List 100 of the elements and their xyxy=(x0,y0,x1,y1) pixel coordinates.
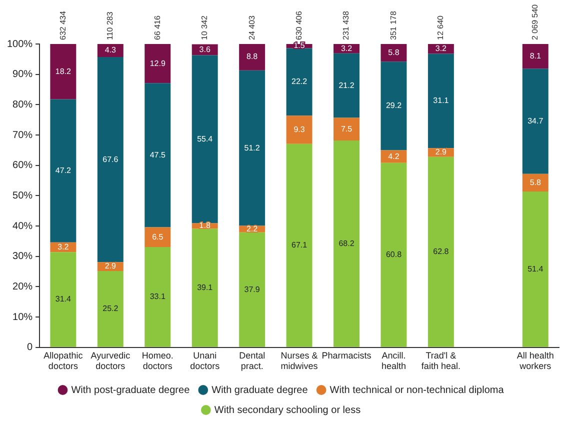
data-label: 67.1 xyxy=(292,240,308,250)
annotation: 231 438 xyxy=(342,10,351,40)
x-tick-label: Nurses & midwives xyxy=(280,350,318,372)
bar xyxy=(144,44,171,84)
legend-label: With post-graduate degree xyxy=(71,384,190,396)
y-tick-label: 90% xyxy=(12,69,33,80)
y-tick-label: 30% xyxy=(12,251,33,262)
y-tick-label: 60% xyxy=(12,160,33,172)
y-tick-label: 20% xyxy=(12,281,33,292)
data-label: 22.2 xyxy=(292,77,308,86)
legend-label: With secondary schooling or less xyxy=(214,404,361,416)
annotation: 351 178 xyxy=(388,10,398,40)
x-tick-label: Unani doctors xyxy=(190,350,220,372)
bar xyxy=(334,118,360,140)
data-label: 4.2 xyxy=(388,152,400,161)
x-tick-label: Pharmacists xyxy=(322,350,372,360)
bar xyxy=(239,70,266,226)
x-tick-label: Ancill. health xyxy=(381,350,406,372)
data-label: 1.8 xyxy=(199,221,211,230)
x-tick-label: Dental pract. xyxy=(239,350,266,372)
x-tick-label: Trad'l & faith heal. xyxy=(421,350,460,372)
bar xyxy=(334,140,360,347)
bar xyxy=(380,162,407,347)
bar xyxy=(144,83,171,228)
annotation: 110 283 xyxy=(106,11,115,40)
annotation: 66 416 xyxy=(152,14,162,40)
data-label: 4.3 xyxy=(104,46,117,55)
data-label: 47.5 xyxy=(150,150,166,160)
data-label: 12.9 xyxy=(150,58,166,68)
data-label: 8.1 xyxy=(530,51,542,60)
bar xyxy=(97,57,124,262)
data-label: 5.8 xyxy=(388,48,400,57)
x-tick-label: Homeo. doctors xyxy=(142,350,174,372)
bar xyxy=(522,191,548,347)
data-label: 34.7 xyxy=(528,116,544,126)
x-tick-label: All health workers xyxy=(516,350,554,372)
bar xyxy=(50,252,76,347)
annotation: 2 069 540 xyxy=(530,4,540,40)
data-label: 33.1 xyxy=(150,292,166,302)
annotation: 10 342 xyxy=(200,14,210,40)
bar xyxy=(286,116,312,144)
x-tick-label: Allopathic doctors xyxy=(44,350,84,372)
data-label: 7.5 xyxy=(340,124,353,134)
annotation: 632 434 xyxy=(58,10,68,40)
x-tick-label: Ayurvedic doctors xyxy=(90,350,131,372)
y-tick-label: 80% xyxy=(12,99,33,110)
bar xyxy=(522,174,548,192)
y-tick-label: 50% xyxy=(12,190,33,202)
data-label: 2.2 xyxy=(246,224,258,234)
bar xyxy=(380,62,407,150)
data-label: 31.1 xyxy=(433,96,450,106)
data-label: 47.2 xyxy=(55,166,72,176)
data-label: 39.1 xyxy=(197,283,214,292)
bar xyxy=(380,150,407,163)
data-label: 51.4 xyxy=(528,264,544,274)
data-label: 3.6 xyxy=(199,44,211,54)
y-tick-label: 10% xyxy=(12,312,33,323)
data-label: 62.8 xyxy=(433,247,450,256)
bar xyxy=(522,44,548,69)
data-label: 2.9 xyxy=(435,148,448,157)
data-label: 2.9 xyxy=(104,262,117,271)
data-label: 60.8 xyxy=(386,250,402,260)
data-label: 9.3 xyxy=(294,124,306,134)
bar xyxy=(239,44,266,70)
data-label: 67.6 xyxy=(102,154,119,164)
y-tick-label: 0 xyxy=(27,342,34,354)
data-label: 68.2 xyxy=(338,238,355,248)
bar xyxy=(286,48,312,116)
data-label: 25.2 xyxy=(102,304,119,314)
data-label: 29.2 xyxy=(386,101,402,110)
y-tick-label: 40% xyxy=(12,220,33,232)
bar xyxy=(50,44,76,100)
bar xyxy=(380,44,407,62)
data-label: 3.2 xyxy=(340,44,353,53)
data-label: 6.5 xyxy=(152,232,164,242)
data-label: 37.9 xyxy=(244,284,260,294)
bar xyxy=(428,54,454,148)
bar xyxy=(144,246,171,347)
bar xyxy=(192,228,218,347)
bar xyxy=(192,55,218,224)
bar xyxy=(286,144,312,347)
data-label: 51.2 xyxy=(244,143,260,152)
annotation: 12 640 xyxy=(436,14,446,40)
data-label: 5.8 xyxy=(530,178,542,187)
data-label: 21.2 xyxy=(338,80,355,90)
data-label: 31.4 xyxy=(55,294,72,304)
bar xyxy=(334,53,360,118)
bar xyxy=(428,156,454,347)
bar xyxy=(50,99,76,242)
bar xyxy=(522,68,548,174)
annotation: 24 403 xyxy=(247,14,256,40)
data-label: 55.4 xyxy=(197,134,214,144)
legend-label: With technical or non-technical diploma xyxy=(330,384,504,396)
y-tick-label: 70% xyxy=(12,130,33,141)
data-label: 3.2 xyxy=(58,242,70,252)
bar xyxy=(144,227,171,247)
y-tick-label: 100% xyxy=(7,38,33,50)
annotation: 630 406 xyxy=(294,10,304,40)
legend-label: With graduate degree xyxy=(212,384,308,396)
data-label: 8.8 xyxy=(246,52,258,62)
